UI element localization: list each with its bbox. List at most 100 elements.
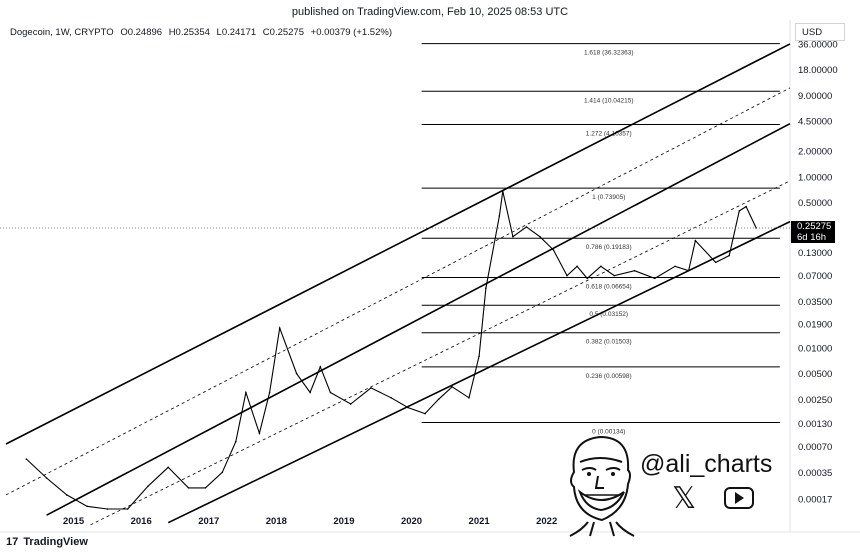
price-point [126, 508, 129, 510]
price-point [45, 477, 48, 479]
price-point [674, 265, 676, 268]
price-tick-label: 0.50000 [798, 198, 832, 209]
last-price-tag: 0.25275 6d 16h [791, 221, 835, 243]
legend-close: C0.25275 [262, 27, 304, 38]
price-tick-label: 0.00035 [798, 468, 832, 479]
symbol-legend: Dogecoin, 1W, CRYPTO O0.24896 H0.25354 L… [10, 27, 396, 38]
price-point [654, 277, 656, 280]
fib-level-label: 1.272 (4.10357) [586, 131, 632, 138]
watermark-handle: @ali_charts [640, 450, 773, 478]
time-tick-label: 2016 [131, 516, 152, 527]
price-point [329, 391, 332, 394]
price-point [167, 466, 170, 469]
price-point [424, 412, 426, 415]
price-point [738, 210, 741, 212]
price-tick-label: 0.00500 [798, 369, 832, 380]
fib-level-label: 1.414 (10.04215) [584, 97, 634, 104]
price-point [498, 215, 501, 217]
legend-low: L0.24171 [216, 27, 257, 38]
last-price-value: 0.25275 [797, 221, 832, 232]
price-tick-label: 0.03500 [798, 297, 832, 308]
price-point [566, 274, 568, 277]
time-tick-label: 2015 [63, 516, 85, 527]
price-point [390, 397, 393, 399]
price-point [349, 403, 352, 405]
price-point [221, 471, 224, 474]
price-tick-label: 36.00000 [798, 39, 838, 50]
price-point [268, 391, 271, 394]
price-tick-label: 4.50000 [798, 117, 832, 128]
price-tick-label: 9.00000 [798, 91, 832, 102]
channel-midline [5, 87, 791, 496]
price-point [309, 391, 311, 394]
price-point [451, 386, 453, 388]
legend-change: +0.00379 (+1.52%) [310, 27, 392, 38]
price-point [478, 355, 480, 357]
price-point [745, 205, 747, 208]
price-point [187, 487, 190, 489]
price-point [687, 269, 690, 272]
price-point [25, 458, 28, 460]
price-tick-label: 0.00130 [798, 419, 832, 430]
price-point [86, 505, 88, 508]
fib-level-label: 1 (0.73905) [592, 194, 625, 201]
price-point [245, 391, 247, 394]
price-point [501, 190, 504, 193]
price-point [586, 277, 589, 280]
time-tick-label: 2019 [333, 516, 354, 527]
channel-line [5, 43, 791, 445]
price-point [370, 387, 372, 389]
price-point [407, 406, 409, 409]
price-point [512, 235, 514, 238]
time-tick-label: 2022 [536, 516, 557, 527]
legend-open: O0.24896 [120, 27, 163, 38]
price-point [106, 508, 109, 510]
legend-symbol: Dogecoin, 1W, CRYPTO [10, 27, 114, 38]
price-point [66, 494, 68, 496]
x-logo-icon: 𝕏 [672, 482, 697, 515]
price-point [204, 487, 207, 489]
price-tick-label: 0.00250 [798, 395, 832, 406]
price-point [552, 249, 555, 251]
price-tick-label: 18.00000 [798, 65, 838, 76]
price-point [468, 397, 470, 399]
price-tick-label: 1.00000 [798, 172, 832, 183]
price-point [728, 254, 730, 257]
price-point [599, 265, 602, 268]
mascot-face-icon [569, 435, 635, 537]
currency-selector[interactable]: USD [795, 23, 845, 41]
time-tick-label: 2020 [401, 516, 422, 527]
fib-level-label: 0.786 (0.19183) [586, 244, 632, 251]
price-point [485, 287, 487, 289]
time-tick-label: 2017 [198, 516, 219, 527]
price-tick-label: 2.00000 [798, 147, 832, 158]
published-header: published on TradingView.com, Feb 10, 20… [291, 6, 569, 18]
fib-level-label: 0 (0.00134) [592, 428, 625, 435]
brand-name: TradingView [23, 536, 88, 548]
price-point [147, 485, 149, 488]
price-tick-label: 0.07000 [798, 271, 832, 282]
price-point [539, 235, 541, 238]
price-point [633, 269, 636, 272]
price-tick-label: 0.00070 [798, 442, 832, 453]
fib-level-label: 1.618 (36.32363) [584, 50, 634, 57]
fib-level-label: 0.382 (0.01503) [586, 339, 632, 346]
price-point [319, 366, 322, 368]
price-point [525, 226, 528, 228]
price-point [714, 261, 717, 264]
fib-level-label: 0.236 (0.00598) [586, 373, 632, 380]
price-point [613, 274, 616, 277]
price-point [576, 265, 578, 268]
price-tick-label: 0.01900 [798, 320, 832, 331]
youtube-play-icon [724, 487, 754, 509]
time-tick-label: 2021 [469, 516, 491, 527]
tradingview-brand[interactable]: 17 TradingView [6, 536, 88, 548]
price-tick-label: 0.13000 [798, 248, 832, 259]
price-point [437, 398, 440, 401]
price-point [258, 432, 261, 435]
price-point [278, 327, 281, 329]
price-point [694, 239, 697, 242]
price-point [295, 372, 298, 375]
fib-level-label: 0.618 (0.06654) [586, 283, 632, 290]
